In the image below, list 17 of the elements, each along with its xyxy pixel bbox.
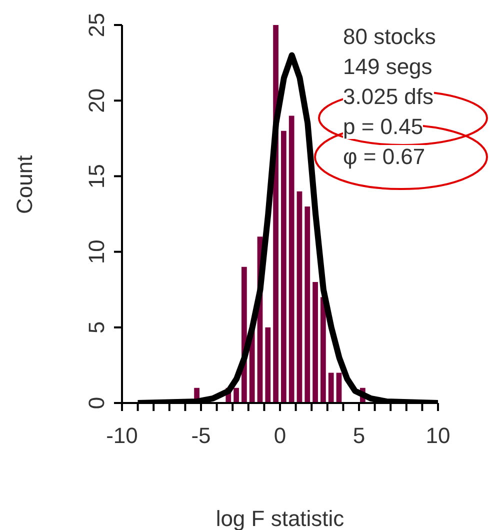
y-axis-title: Count	[12, 155, 37, 214]
y-tick-label: 5	[84, 321, 109, 334]
annotation: 80 stocks	[343, 24, 436, 49]
y-tick-label: 15	[84, 164, 109, 188]
x-tick-label: 5	[352, 423, 366, 448]
x-tick-label: -10	[106, 423, 138, 448]
x-tick-label: 10	[426, 423, 450, 448]
annotation: φ = 0.67	[343, 144, 426, 169]
annotation: 3.025 dfs	[343, 84, 434, 109]
y-tick-label: 10	[84, 240, 109, 264]
y-tick-label: 20	[84, 88, 109, 113]
annotation: 149 segs	[343, 54, 432, 79]
annotation: p = 0.45	[343, 114, 424, 139]
y-tick-label: 0	[84, 396, 109, 410]
x-tick-label: -5	[191, 423, 211, 448]
x-tick-label: 0	[274, 423, 286, 448]
y-tick-label: 25	[84, 12, 109, 38]
